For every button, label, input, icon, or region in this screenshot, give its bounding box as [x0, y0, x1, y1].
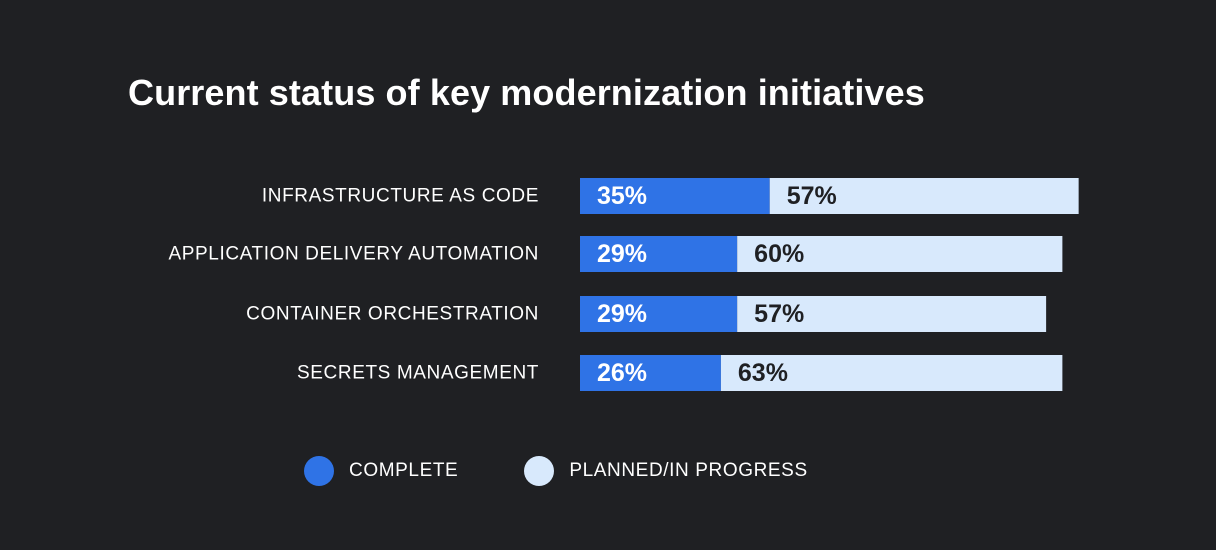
data-label-complete: 35%: [597, 182, 647, 210]
category-label: INFRASTRUCTURE AS CODE: [262, 186, 539, 207]
legend-item-planned: PLANNED/IN PROGRESS: [524, 456, 807, 486]
legend: COMPLETE PLANNED/IN PROGRESS: [304, 456, 874, 486]
data-label-complete: 29%: [597, 300, 647, 328]
legend-item-complete: COMPLETE: [304, 456, 458, 486]
bar-complete: [580, 236, 738, 272]
bar-complete: [580, 296, 738, 332]
data-label-planned: 60%: [754, 240, 804, 268]
legend-swatch-complete: [304, 456, 334, 486]
bar-complete: [580, 355, 721, 391]
data-label-planned: 57%: [754, 300, 804, 328]
legend-label-planned: PLANNED/IN PROGRESS: [569, 460, 808, 481]
bar-planned: [737, 296, 1047, 332]
data-label-complete: 26%: [597, 359, 647, 387]
category-label: CONTAINER ORCHESTRATION: [246, 304, 539, 325]
legend-swatch-planned: [524, 456, 555, 486]
chart-title: Current status of key modernization init…: [128, 72, 925, 113]
data-label-complete: 29%: [597, 240, 647, 268]
bar-planned: [720, 355, 1063, 391]
category-label: SECRETS MANAGEMENT: [297, 363, 539, 384]
data-label-planned: 57%: [787, 182, 837, 210]
data-label-planned: 63%: [738, 359, 788, 387]
bar-planned: [769, 178, 1079, 214]
bar-complete: [580, 178, 770, 214]
legend-label-complete: COMPLETE: [349, 460, 459, 481]
bar-planned: [737, 236, 1063, 272]
category-label: APPLICATION DELIVERY AUTOMATION: [168, 244, 539, 265]
